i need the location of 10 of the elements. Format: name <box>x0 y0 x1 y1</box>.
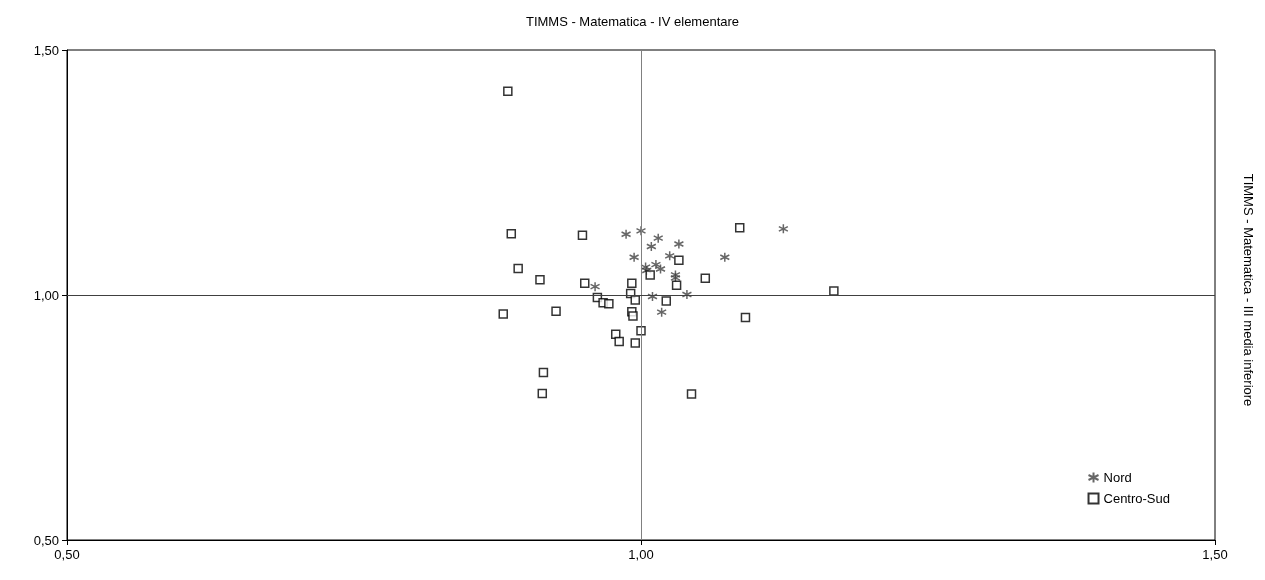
x-tick-label: 1,00 <box>628 547 654 562</box>
y-tick-label: 0,50 <box>33 532 59 548</box>
y-tick-label: 1,00 <box>33 287 59 303</box>
legend-label: Centro-Sud <box>1103 491 1171 506</box>
legend-label: Nord <box>1103 470 1132 485</box>
chart-title: TIMMS - Matematica - IV elementare <box>525 14 740 29</box>
y-axis-title: TIMMS - Matematica - III media inferiore <box>1241 173 1256 407</box>
y-tick-label: 1,50 <box>33 42 59 58</box>
x-tick-label: 0,50 <box>54 547 80 562</box>
x-tick-label: 1,50 <box>1202 547 1228 562</box>
